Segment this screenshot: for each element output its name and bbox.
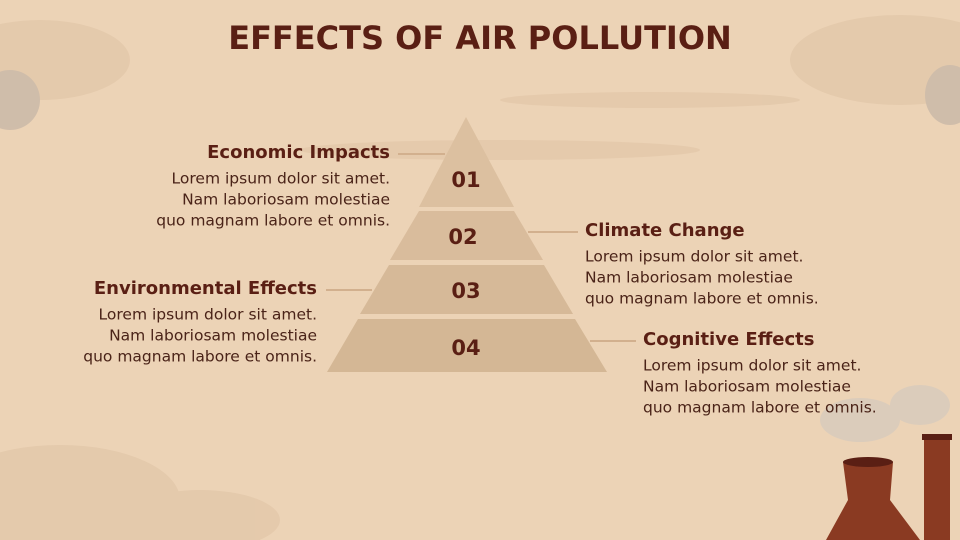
factory xyxy=(826,434,952,540)
pyramid: 01 02 03 04 xyxy=(327,117,607,372)
pyramid-level xyxy=(390,211,543,260)
pyramid-level xyxy=(360,265,573,314)
label-economic: Economic Impacts Lorem ipsum dolor sit a… xyxy=(156,142,390,230)
level-number: 04 xyxy=(451,336,480,360)
heading: Environmental Effects xyxy=(94,278,317,299)
level-number: 01 xyxy=(451,168,480,192)
heading: Climate Change xyxy=(585,220,745,241)
body-line: Lorem ipsum dolor sit amet. xyxy=(643,357,861,375)
title: EFFECTS OF AIR POLLUTION xyxy=(228,19,732,57)
heading: Cognitive Effects xyxy=(643,329,815,350)
body-line: Lorem ipsum dolor sit amet. xyxy=(585,248,803,266)
label-cognitive: Cognitive Effects Lorem ipsum dolor sit … xyxy=(643,329,877,417)
level-number: 03 xyxy=(451,279,480,303)
body-line: quo magnam labore et omnis. xyxy=(83,348,317,366)
body-line: Nam laboriosam molestiae xyxy=(643,378,851,396)
label-environmental: Environmental Effects Lorem ipsum dolor … xyxy=(83,278,317,366)
pyramid-level xyxy=(327,319,607,372)
body-line: Lorem ipsum dolor sit amet. xyxy=(172,170,390,188)
body-line: quo magnam labore et omnis. xyxy=(156,212,390,230)
body-line: Lorem ipsum dolor sit amet. xyxy=(99,306,317,324)
body-line: quo magnam labore et omnis. xyxy=(585,290,819,308)
body-line: Nam laboriosam molestiae xyxy=(585,269,793,287)
heading: Economic Impacts xyxy=(207,142,390,163)
body-line: quo magnam labore et omnis. xyxy=(643,399,877,417)
level-number: 02 xyxy=(448,225,477,249)
body-line: Nam laboriosam molestiae xyxy=(182,191,390,209)
label-climate: Climate Change Lorem ipsum dolor sit ame… xyxy=(585,220,819,308)
pyramid-level xyxy=(419,117,514,207)
body-line: Nam laboriosam molestiae xyxy=(109,327,317,345)
